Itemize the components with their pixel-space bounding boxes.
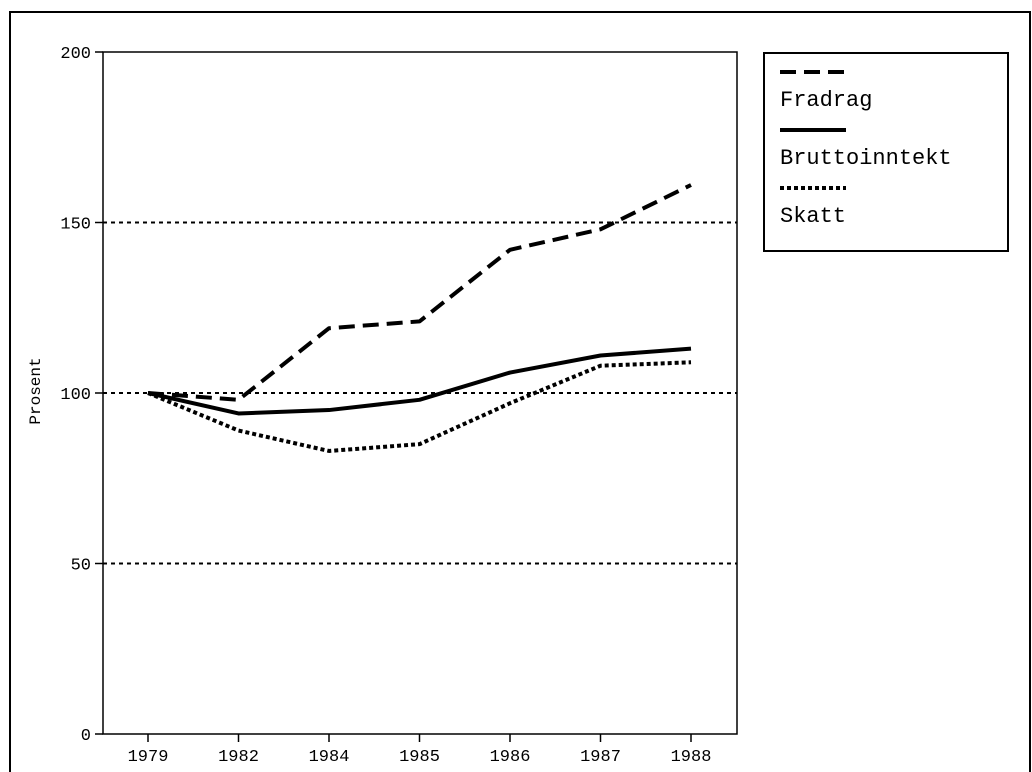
series-line-skatt xyxy=(147,360,692,453)
series-line-bruttoinntekt xyxy=(147,346,692,416)
y-tick-label: 0 xyxy=(81,727,91,746)
y-tick-label: 150 xyxy=(60,216,91,235)
chart-frame xyxy=(9,11,1031,772)
y-axis-title: Prosent xyxy=(27,357,45,424)
y-tick-label: 200 xyxy=(60,45,91,64)
y-tick-label: 100 xyxy=(60,386,91,405)
x-tick-label: 1984 xyxy=(309,748,350,767)
legend: Fradrag Bruttoinntekt Skatt xyxy=(763,52,1009,252)
series-line-fradrag xyxy=(147,183,692,402)
x-axis: 1979 1982 1984 1985 1986 1987 1988 xyxy=(128,734,712,767)
y-tick-label: 50 xyxy=(71,557,91,576)
x-tick-label: 1979 xyxy=(128,748,169,767)
legend-label-fradrag: Fradrag xyxy=(780,88,872,113)
y-axis: 0 50 100 150 200 xyxy=(60,45,103,746)
legend-label-bruttoinntekt: Bruttoinntekt xyxy=(780,146,952,171)
grid-layer xyxy=(103,221,737,565)
legend-box xyxy=(763,52,1009,252)
x-tick-label: 1986 xyxy=(490,748,531,767)
x-tick-label: 1987 xyxy=(580,748,621,767)
x-tick-label: 1985 xyxy=(399,748,440,767)
x-tick-label: 1988 xyxy=(671,748,712,767)
x-tick-label: 1982 xyxy=(218,748,259,767)
series-layer xyxy=(147,183,692,453)
legend-label-skatt: Skatt xyxy=(780,204,846,229)
